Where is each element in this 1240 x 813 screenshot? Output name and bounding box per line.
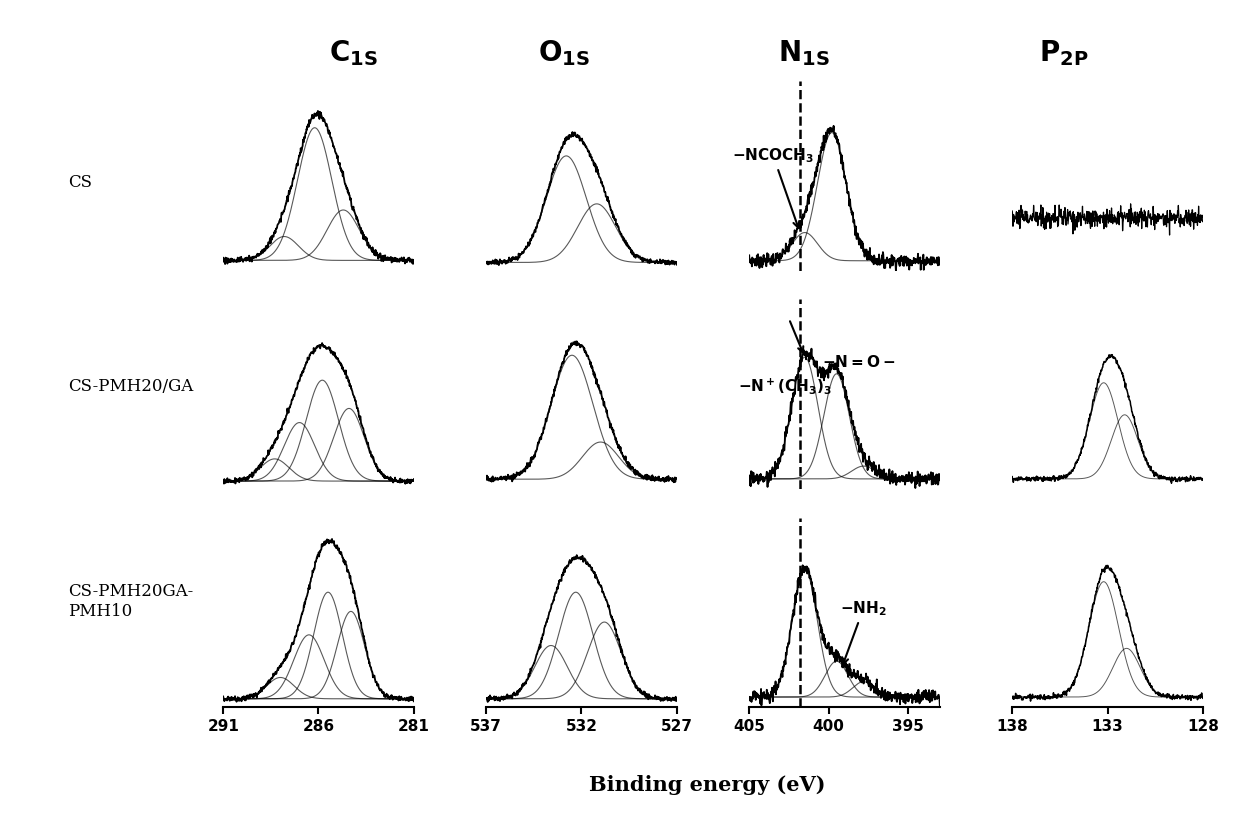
Text: CS-PMH20/GA: CS-PMH20/GA [68, 378, 193, 394]
Text: $\mathbf{-N=O-}$: $\mathbf{-N=O-}$ [822, 354, 895, 370]
Text: $\mathbf{N_{1S}}$: $\mathbf{N_{1S}}$ [777, 38, 830, 67]
Text: $\mathbf{-N^+(CH_3)_3}$: $\mathbf{-N^+(CH_3)_3}$ [738, 376, 832, 396]
Text: CS: CS [68, 175, 92, 191]
Text: $\mathbf{P_{2P}}$: $\mathbf{P_{2P}}$ [1039, 38, 1089, 67]
Text: Binding energy (eV): Binding energy (eV) [589, 775, 825, 794]
Text: $\mathbf{-NH_2}$: $\mathbf{-NH_2}$ [839, 599, 887, 664]
Text: CS-PMH20GA-
PMH10: CS-PMH20GA- PMH10 [68, 583, 193, 620]
Text: $\mathbf{-NCOCH_3}$: $\mathbf{-NCOCH_3}$ [732, 146, 815, 228]
Text: $\mathbf{C_{1S}}$: $\mathbf{C_{1S}}$ [329, 38, 378, 67]
Text: $\mathbf{O_{1S}}$: $\mathbf{O_{1S}}$ [538, 38, 590, 67]
